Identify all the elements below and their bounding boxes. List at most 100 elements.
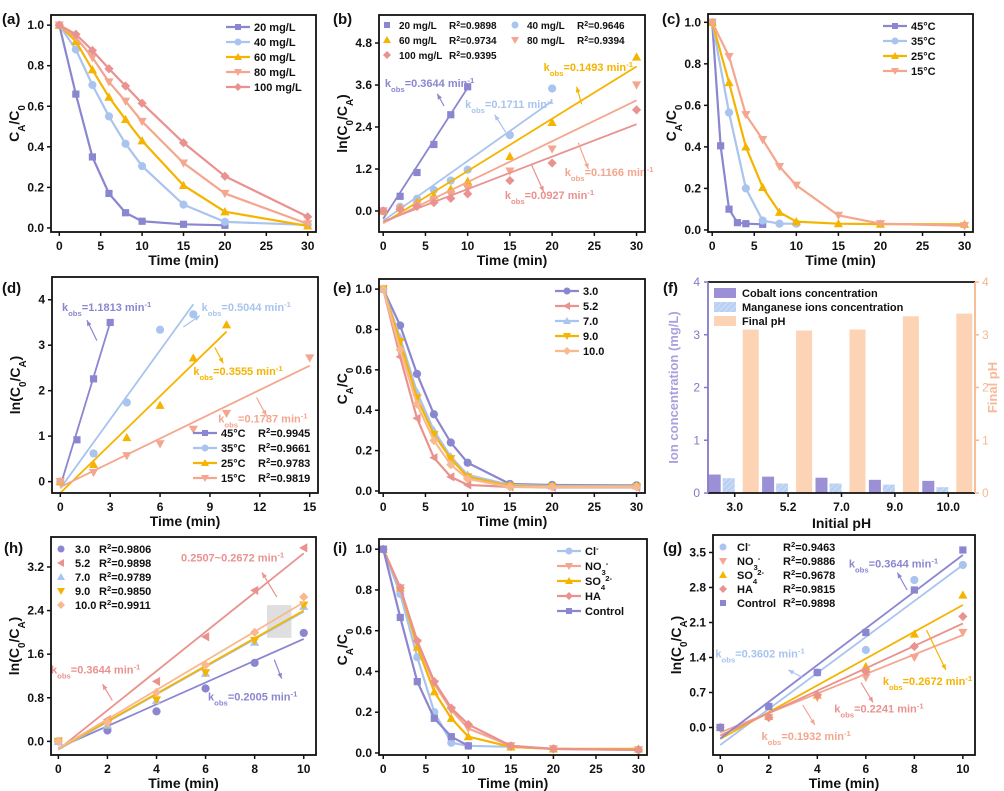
series-10-0-point [505,482,515,492]
legend-marker [719,558,727,565]
series-10-0-point [53,736,63,746]
series-SO--point [909,629,919,638]
legend-label: 25°C [911,51,936,63]
series-20-mg-L-point [413,168,421,177]
annotation-arrowhead [810,719,815,725]
y-tick-label-right: 1 [982,433,989,447]
panel-i: (i) 0 5 10 15 20 25 30 0.0 0.2 0.4 0.6 0.8 1.0 Time (m… [333,538,648,791]
series-3-0-point [429,410,438,419]
y-tick-label-right: 2 [982,381,989,395]
series-9-0-point [250,636,260,646]
panel-e: (e) 0 5 10 15 20 25 30 0.0 0.2 0.4 0.6 0.8 1.0 Time (m… [333,278,646,529]
y-tick-label: 0.4 [355,403,372,417]
series-SO--point [446,713,456,722]
series-80-mg-L-point [220,189,230,199]
series-9-0-point [446,455,456,464]
y-tick-label: 0.6 [684,98,701,112]
legend-label: 9.0 [75,586,90,598]
bar-cobalt-ions-concentration [815,477,828,493]
x-tick-label: 15 [303,500,317,514]
series-35-C-point [775,219,784,228]
y-axis-label: CA/C0 [334,628,356,665]
legend-r2: R2=0.9945 [258,426,310,441]
plot-frame [378,278,646,494]
annotation-label: kobs=0.1493 min-1 [544,60,634,78]
legend-label: 35°C [221,443,246,455]
x-tick-label: 0 [380,239,387,253]
x-tick-label: 7.0 [833,500,850,514]
legend-label: Cl- [737,540,751,555]
series-100-mg-L-point [120,81,131,91]
series-10-0-point [631,482,642,492]
series-100-mg-L-point [379,206,388,216]
series-9-0-line [382,288,637,488]
legend-label: 10.0 [583,346,604,358]
annotation-arrowhead [194,315,200,321]
series-80-mg-L-point [178,159,189,168]
bar-manganese-ions-concentration [829,483,842,493]
series-100-mg-L-fit-line [382,123,637,223]
legend-r2: R2=0.9394 [577,36,625,48]
legend-label: 100 mg/L [399,51,442,62]
series-100-mg-L-point [178,138,189,148]
series-10-0-fit-line [57,601,305,750]
legend-r2: R2=0.9911 [99,598,151,613]
x-tick-label: 10.0 [937,500,961,514]
y-axis-label: ln(C0/CA) [7,356,29,414]
series-Cl--fit-line [719,564,964,746]
y-tick-label: 2.1 [689,616,706,630]
y-tick-label: 0.8 [684,57,701,71]
annotation-arrowhead [788,670,795,675]
annotation-arrowhead [539,185,544,192]
series-SO--point [429,687,439,696]
series-5-2-point [299,543,308,553]
panel-g: (g) kobs=0.3644 min-1 kobs=0.3602 min-1 kob… [663,534,976,791]
series-HA-fit-line [719,622,964,737]
legend-label: NO3- [585,559,609,577]
series-20-mg-L-point [179,220,188,228]
series-100-mg-L-point [137,98,147,108]
series-15-C-point [741,111,751,120]
legend-label: Manganese ions concentration [742,302,904,314]
series-20-mg-L-fit-line [382,87,469,220]
panel-label: (e) [333,280,351,297]
x-tick-label: 6 [157,500,164,514]
legend-marker [235,24,241,30]
x-tick-label: 5 [422,762,429,776]
series-45-C-point [725,205,733,213]
x-tick-label: 8 [911,762,918,776]
annotation-label: kobs=0.3644 min-1 [385,75,475,93]
series-20-mg-L-point [121,209,130,217]
y-tick-label: 0.0 [684,223,701,237]
y-tick-label: 3 [693,328,700,342]
annotation-label: kobs=0.3555 min-1 [193,363,283,381]
y-tick-label: 0.0 [355,746,372,760]
bar-manganese-ions-concentration [882,484,895,493]
series-10-0-point [151,687,162,697]
series-Control-point [910,586,918,594]
bar-manganese-ions-concentration [722,478,735,493]
series-20-mg-L-point [72,90,80,98]
x-tick-label: 25 [260,239,274,253]
y-tick-label: 0.2 [27,180,44,194]
annotation-arrowhead [868,696,874,703]
x-tick-label: 0 [55,762,62,776]
annotation-label: kobs=0.2005 min-1 [208,689,298,707]
x-tick-label: 30 [632,762,646,776]
panel-h: (h) 0.2507~0.2672 min-1 kobs=0.3644 min-1 k… [4,536,317,791]
legend-label: 3.0 [75,544,90,556]
legend-r2: R2=0.9819 [258,471,310,486]
y-tick-label: 0.4 [27,140,44,154]
series-15-C-point [88,468,99,478]
series-35-C-point [724,108,734,117]
y-tick-label: 0 [38,475,45,489]
x-tick-label: 5 [422,500,429,514]
legend-marker [57,559,64,567]
y-tick-label-right: 0 [982,486,989,500]
y-tick-label: 0.2 [355,444,372,458]
x-axis-label: Time (min) [148,252,219,268]
x-tick-label: 9.0 [887,500,904,514]
x-tick-label: 25 [588,239,602,253]
y-axis-label: CA/C0 [334,367,356,404]
x-tick-label: 10 [297,762,311,776]
